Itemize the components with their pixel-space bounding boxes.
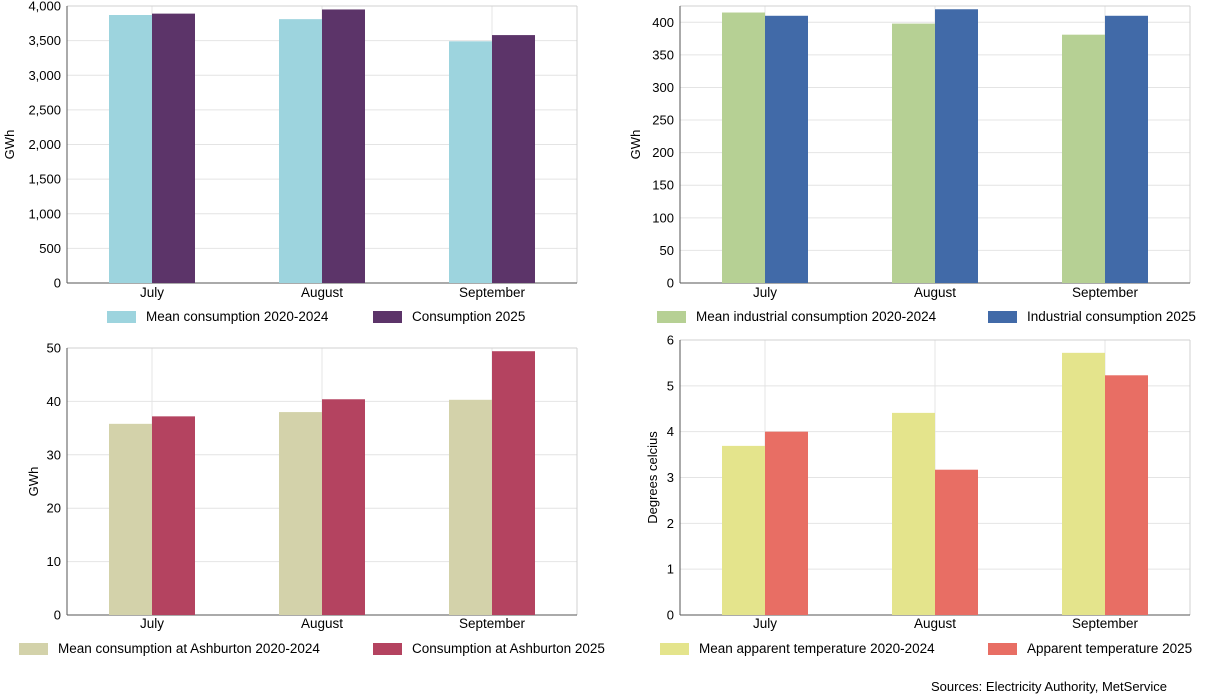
bar-mean-august xyxy=(892,412,935,615)
y-axis-title: GWh xyxy=(628,130,643,160)
bar-mean-september xyxy=(1062,34,1105,284)
y-tick-label: 500 xyxy=(39,241,61,256)
y-tick-label: 3,000 xyxy=(28,68,61,83)
y-tick-label: 400 xyxy=(652,15,674,30)
bar-mean-august xyxy=(892,23,935,283)
x-category-label: August xyxy=(914,616,956,631)
y-tick-label: 20 xyxy=(47,501,61,516)
legend-swatch xyxy=(107,311,136,323)
bar-2025-september xyxy=(1105,375,1148,615)
y-axis-title: Degrees celcius xyxy=(645,431,660,524)
legend-label: Consumption at Ashburton 2025 xyxy=(412,641,605,656)
bar-mean-july xyxy=(722,445,765,615)
bar-2025-august xyxy=(935,9,978,284)
legend-swatch xyxy=(19,643,48,655)
y-tick-label: 0 xyxy=(667,608,674,623)
y-tick-label: 2 xyxy=(667,516,674,531)
bar-2025-september xyxy=(492,35,535,284)
legend-swatch xyxy=(988,643,1017,655)
y-tick-label: 40 xyxy=(47,394,61,409)
y-tick-label: 1,000 xyxy=(28,206,61,221)
x-category-label: August xyxy=(914,285,956,300)
x-category-label: September xyxy=(1072,285,1139,300)
y-tick-label: 50 xyxy=(47,341,61,356)
y-tick-label: 30 xyxy=(47,447,61,462)
y-tick-label: 2,500 xyxy=(28,102,61,117)
y-tick-label: 5 xyxy=(667,378,674,393)
bar-2025-august xyxy=(322,399,365,615)
y-tick-label: 10 xyxy=(47,554,61,569)
bar-mean-september xyxy=(449,41,492,283)
legend-label: Apparent temperature 2025 xyxy=(1027,641,1192,656)
legend-label: Mean apparent temperature 2020-2024 xyxy=(699,641,935,656)
chart-panel-1: 0 500 1,000 1,500 2,000 2,500 3,000 3,500 4,000 J… xyxy=(2,0,578,324)
bar-mean-july xyxy=(722,12,765,284)
legend-swatch xyxy=(373,643,402,655)
bar-mean-september xyxy=(1062,352,1105,615)
legend-swatch xyxy=(988,311,1017,323)
y-tick-label: 0 xyxy=(54,276,61,291)
bar-mean-august xyxy=(279,412,322,615)
legend-label: Mean consumption at Ashburton 2020-2024 xyxy=(58,641,320,656)
bar-mean-july xyxy=(109,15,152,283)
x-category-label: August xyxy=(301,616,343,631)
y-axis-title: GWh xyxy=(2,130,17,160)
bar-2025-july xyxy=(765,431,808,615)
legend-label: Mean consumption 2020-2024 xyxy=(146,309,329,324)
source-note: Sources: Electricity Authority, MetServi… xyxy=(930,679,1167,694)
bar-2025-september xyxy=(1105,15,1148,284)
bar-2025-august xyxy=(935,469,978,615)
legend-swatch xyxy=(373,311,402,323)
x-category-label: September xyxy=(459,616,526,631)
y-tick-label: 250 xyxy=(652,113,674,128)
x-category-label: September xyxy=(1072,616,1139,631)
y-tick-label: 50 xyxy=(660,243,674,258)
x-category-label: September xyxy=(459,285,526,300)
x-category-label: August xyxy=(301,285,343,300)
chart-panel-2: 0 50 100 150 200 250 300 350 400 July August Septem… xyxy=(628,5,1196,324)
x-category-label: July xyxy=(140,285,164,300)
y-tick-label: 300 xyxy=(652,80,674,95)
legend-label: Industrial consumption 2025 xyxy=(1027,309,1196,324)
y-tick-label: 0 xyxy=(54,608,61,623)
chart-panel-4: 0 1 2 3 4 5 6 July August September Degrees celciu… xyxy=(645,333,1192,657)
bar-2025-july xyxy=(152,13,195,284)
y-tick-label: 4 xyxy=(667,424,674,439)
bar-2025-july xyxy=(765,15,808,284)
y-tick-label: 6 xyxy=(667,333,674,348)
bar-mean-july xyxy=(109,423,152,615)
legend-label: Consumption 2025 xyxy=(412,309,525,324)
bar-mean-september xyxy=(449,399,492,615)
chart-panel-3: 0 10 20 30 40 50 July August September GWh Mean co… xyxy=(19,341,605,656)
y-tick-label: 0 xyxy=(667,276,674,291)
y-tick-label: 200 xyxy=(652,145,674,160)
y-tick-label: 4,000 xyxy=(28,0,61,14)
y-tick-label: 3,500 xyxy=(28,33,61,48)
x-category-label: July xyxy=(753,285,777,300)
y-tick-label: 1 xyxy=(667,562,674,577)
y-tick-label: 2,000 xyxy=(28,137,61,152)
x-category-label: July xyxy=(753,616,777,631)
y-tick-label: 3 xyxy=(667,470,674,485)
bar-2025-august xyxy=(322,9,365,284)
y-tick-label: 1,500 xyxy=(28,172,61,187)
y-tick-label: 350 xyxy=(652,47,674,62)
legend-swatch xyxy=(657,311,686,323)
legend-swatch xyxy=(660,643,689,655)
bar-2025-july xyxy=(152,416,195,615)
bar-2025-september xyxy=(492,351,535,615)
x-category-label: July xyxy=(140,616,164,631)
y-axis-title: GWh xyxy=(26,467,41,497)
bar-mean-august xyxy=(279,19,322,283)
legend-label: Mean industrial consumption 2020-2024 xyxy=(696,309,937,324)
y-tick-label: 150 xyxy=(652,178,674,193)
y-tick-label: 100 xyxy=(652,210,674,225)
